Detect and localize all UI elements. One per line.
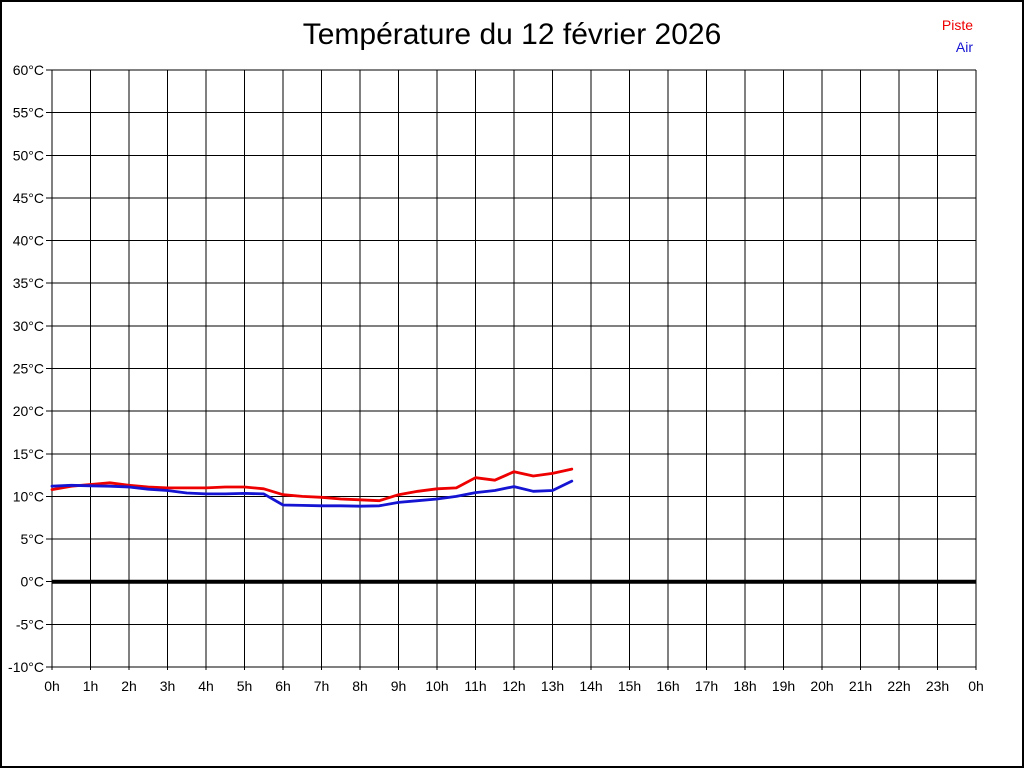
air-temperature-line (50, 479, 574, 508)
y-axis-label: 5°C (21, 531, 45, 547)
x-axis-label: 8h (352, 678, 368, 694)
x-axis-label: 0h (968, 678, 984, 694)
x-axis-label: 23h (926, 678, 949, 694)
y-axis-label: 20°C (13, 403, 44, 419)
x-axis-label: 0h (44, 678, 60, 694)
x-axis-label: 19h (772, 678, 795, 694)
y-axis-label: 40°C (13, 233, 44, 249)
x-axis-label: 12h (502, 678, 525, 694)
y-axis-label: 45°C (13, 190, 44, 206)
legend-item-air: Air (955, 39, 973, 55)
legend-item-piste: Piste (941, 17, 973, 33)
y-axis-label: 10°C (13, 488, 44, 504)
x-axis-label: 22h (887, 678, 910, 694)
grid-lines (46, 69, 977, 670)
y-axis-label: 55°C (13, 105, 44, 121)
y-axis-label: 25°C (13, 361, 44, 377)
x-axis-label: 5h (237, 678, 253, 694)
y-axis-label: 50°C (13, 147, 44, 163)
y-axis-label: 15°C (13, 446, 44, 462)
y-axis-labels: 60°C 55°C 50°C 45°C 40°C 35°C 30°C 25°C 20°C 15°C… (8, 62, 44, 675)
x-axis-label: 20h (810, 678, 833, 694)
piste-temperature-line (50, 467, 574, 503)
y-axis-label: 60°C (13, 62, 44, 78)
x-axis-label: 7h (314, 678, 330, 694)
x-axis-label: 11h (464, 678, 486, 694)
x-axis-label: 4h (198, 678, 214, 694)
x-axis-label: 10h (425, 678, 448, 694)
x-axis-label: 3h (160, 678, 176, 694)
x-axis-label: 6h (275, 678, 291, 694)
x-axis-label: 14h (579, 678, 602, 694)
x-axis-label: 15h (618, 678, 641, 694)
y-axis-label: -5°C (16, 616, 44, 632)
x-axis-label: 9h (391, 678, 407, 694)
x-axis-labels: 0h 1h 2h 3h 4h 5h 6h 7h 8h 9h 10h 11h 12h 13h 14h 15h 16… (44, 678, 984, 694)
x-axis-label: 18h (733, 678, 756, 694)
y-axis-label: 30°C (13, 318, 44, 334)
y-axis-label: 0°C (21, 574, 45, 590)
x-axis-label: 21h (849, 678, 872, 694)
chart-legend: Piste Air (942, 14, 973, 58)
x-axis-label: 1h (83, 678, 99, 694)
x-axis-label: 17h (695, 678, 718, 694)
x-axis-label: 2h (121, 678, 137, 694)
x-axis-label: 13h (541, 678, 564, 694)
chart-title: Température du 12 février 2026 (302, 18, 722, 51)
x-axis-label: 16h (656, 678, 679, 694)
y-axis-label: -10°C (8, 659, 44, 675)
y-axis-label: 35°C (13, 275, 44, 291)
